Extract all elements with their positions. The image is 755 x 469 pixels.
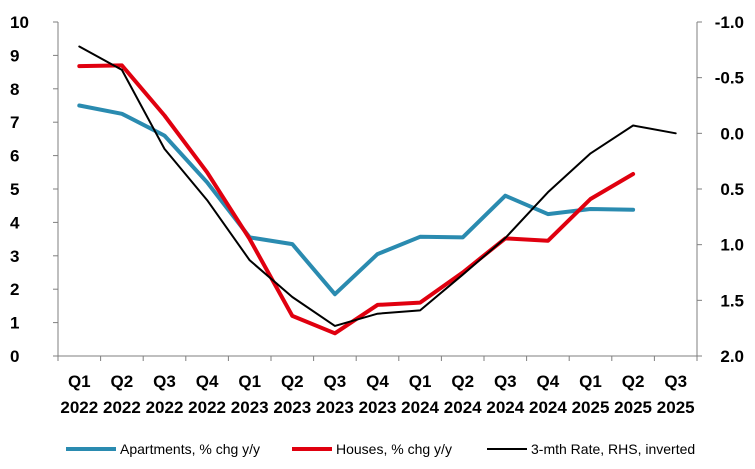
x-tick-label-year: 2025 bbox=[614, 398, 652, 417]
x-tick-label-quarter: Q2 bbox=[281, 372, 304, 391]
right-tick-label: 2.0 bbox=[720, 347, 744, 366]
chart-series bbox=[77, 45, 677, 336]
x-tick-label-quarter: Q3 bbox=[494, 372, 517, 391]
left-tick-label: 6 bbox=[10, 147, 19, 166]
x-tick-label-year: 2024 bbox=[486, 398, 524, 417]
x-tick-label-quarter: Q2 bbox=[622, 372, 645, 391]
x-tick-label-quarter: Q3 bbox=[324, 372, 347, 391]
left-tick-label: 9 bbox=[10, 46, 19, 65]
chart-legend: Apartments, % chg y/y Houses, % chg y/y 3-… bbox=[66, 441, 695, 457]
x-tick-label-quarter: Q1 bbox=[68, 372, 91, 391]
left-tick-label: 3 bbox=[10, 247, 19, 266]
right-tick-label: 1.0 bbox=[720, 236, 744, 255]
x-tick-label-quarter: Q4 bbox=[537, 372, 560, 391]
right-tick-label: 1.5 bbox=[720, 291, 744, 310]
x-tick-label-quarter: Q2 bbox=[451, 372, 474, 391]
x-tick-label-year: 2022 bbox=[188, 398, 226, 417]
x-tick-label-year: 2024 bbox=[529, 398, 567, 417]
x-tick-label-year: 2023 bbox=[273, 398, 311, 417]
right-tick-label: 0.5 bbox=[720, 180, 744, 199]
left-tick-label: 5 bbox=[10, 180, 19, 199]
left-tick-label: 2 bbox=[10, 280, 19, 299]
x-tick-label-year: 2022 bbox=[103, 398, 141, 417]
x-tick-label-year: 2023 bbox=[359, 398, 397, 417]
x-tick-label-year: 2025 bbox=[657, 398, 695, 417]
right-tick-label: -1.0 bbox=[715, 13, 744, 32]
left-tick-label: 8 bbox=[10, 80, 19, 99]
x-tick-label-year: 2023 bbox=[316, 398, 354, 417]
left-tick-label: 4 bbox=[10, 213, 20, 232]
x-tick-label-quarter: Q1 bbox=[579, 372, 602, 391]
right-tick-label: -0.5 bbox=[715, 69, 744, 88]
x-tick-label-quarter: Q1 bbox=[238, 372, 261, 391]
x-tick-label-quarter: Q3 bbox=[153, 372, 176, 391]
x-tick-label-quarter: Q4 bbox=[196, 372, 219, 391]
chart-axes: 0 1 2 3 4 5 6 7 8 9 10 2.0 1.5 1.0 0.5 0.0 -0.5 -1.0 bbox=[10, 13, 744, 366]
x-tick-label-year: 2022 bbox=[60, 398, 98, 417]
left-tick-label: 10 bbox=[10, 13, 29, 32]
x-tick-label-quarter: Q3 bbox=[664, 372, 687, 391]
x-tick-label-year: 2023 bbox=[231, 398, 269, 417]
x-tick-label-quarter: Q2 bbox=[111, 372, 134, 391]
x-axis-labels: Q1 2022 Q2 2022 Q3 2022 Q4 2022 Q1 2023 Q2 2023 Q3 20… bbox=[60, 372, 694, 417]
series-houses-line bbox=[77, 63, 636, 336]
x-tick-label-quarter: Q1 bbox=[409, 372, 432, 391]
x-tick-label-year: 2024 bbox=[444, 398, 482, 417]
series-apartments-line bbox=[77, 103, 636, 297]
right-tick-label: 0.0 bbox=[720, 124, 744, 143]
x-tick-label-quarter: Q4 bbox=[366, 372, 389, 391]
x-tick-label-year: 2025 bbox=[572, 398, 610, 417]
legend-3mth-rate-label: 3-mth Rate, RHS, inverted bbox=[531, 441, 695, 457]
left-tick-label: 1 bbox=[10, 314, 19, 333]
left-tick-label: 0 bbox=[10, 347, 19, 366]
x-tick-label-year: 2022 bbox=[146, 398, 184, 417]
series-3mth-rate-line bbox=[78, 45, 677, 327]
legend-houses-label: Houses, % chg y/y bbox=[336, 441, 452, 457]
left-tick-label: 7 bbox=[10, 113, 19, 132]
x-tick-label-year: 2024 bbox=[401, 398, 439, 417]
legend-apartments-label: Apartments, % chg y/y bbox=[120, 441, 260, 457]
